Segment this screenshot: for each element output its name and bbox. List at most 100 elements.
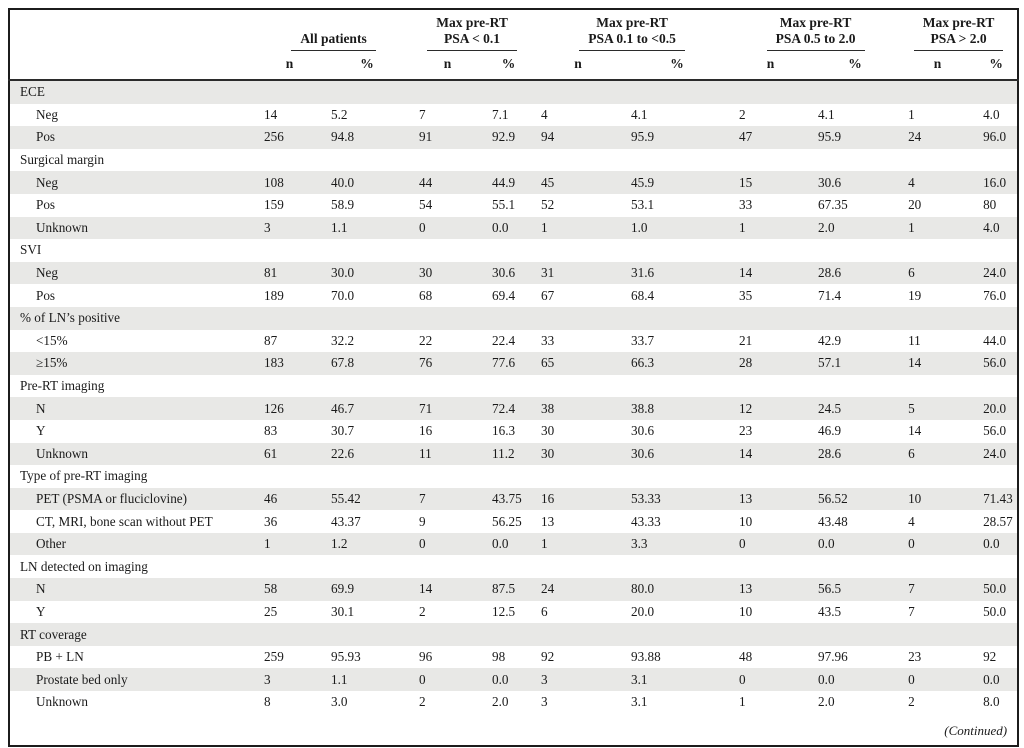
cell-value: 93.88	[631, 649, 661, 665]
cell-value: 69.4	[492, 287, 516, 303]
cell-value: 11	[908, 332, 921, 348]
cell-value: 14	[264, 106, 278, 122]
cell-value: 38	[533, 397, 624, 420]
cell-value: 1.1	[323, 216, 412, 240]
group-title-line: PSA < 0.1	[443, 31, 501, 46]
subcolumn-header-n: n	[533, 51, 624, 81]
cell-value: 108	[256, 171, 323, 194]
cell-value: 42.9	[818, 332, 842, 348]
cell-value: 16.0	[975, 171, 1019, 194]
subcolumn-header-pct: %	[623, 51, 732, 81]
cell-value: 55.1	[492, 197, 516, 213]
cell-value: 0.0	[810, 532, 901, 556]
cell-value: 76	[411, 352, 485, 375]
cell-value: 94.8	[323, 126, 412, 149]
row-label: PB + LN	[36, 649, 84, 665]
table-row: PB + LN 259 95.93 96 98 92 93.88 48 97.96 23 92	[9, 646, 1018, 669]
cell-value: 69.9	[323, 578, 412, 601]
cell-value: 43.5	[818, 603, 842, 619]
cell-value: 1	[908, 106, 915, 122]
cell-value: 14	[731, 442, 811, 466]
cell-value: 81	[256, 261, 323, 285]
cell-value: 50.0	[983, 603, 1007, 619]
cell-value: 30.6	[631, 423, 655, 439]
cell-value: 28	[731, 352, 811, 375]
cell-value: 44.9	[484, 171, 534, 194]
cell-value: 11	[411, 442, 485, 466]
cell-value: 46.7	[323, 397, 412, 420]
cell-value: 35	[739, 287, 753, 303]
cell-value: 3	[533, 668, 624, 692]
cell-value: 16	[419, 423, 433, 439]
group-title-line: Max pre-RT	[436, 15, 508, 30]
cell-value: 15	[731, 171, 811, 194]
cell-value: 4.0	[975, 216, 1019, 240]
cell-value: 16	[533, 487, 624, 511]
cell-value: 61	[256, 442, 323, 466]
cell-value: 8	[264, 694, 271, 710]
table-row: Pos 256 94.8 91 92.9 94 95.9 47 95.9 24 96.0	[9, 126, 1019, 149]
cell-value: 10	[739, 603, 753, 619]
cell-value: 126	[256, 397, 323, 420]
cell-value: 12.5	[492, 603, 516, 619]
section-label: Pre-RT imaging	[20, 378, 105, 394]
cell-value: 3.3	[623, 532, 732, 556]
row-label: N	[9, 397, 256, 420]
cell-value: 189	[264, 287, 284, 303]
cell-value: 0.0	[484, 668, 534, 692]
cell-value: 7	[411, 487, 485, 511]
cell-value: 53.1	[631, 197, 655, 213]
cell-value: 2	[419, 603, 426, 619]
group-title-line: Max pre-RT	[596, 15, 668, 30]
cell-value: 1	[731, 216, 811, 240]
cell-value: 0	[900, 668, 976, 692]
cell-value: 96.0	[975, 126, 1019, 149]
cell-value: 45.9	[623, 171, 732, 194]
cell-value: 71	[411, 397, 485, 420]
cell-value: 66.3	[623, 352, 732, 375]
cell-value: 2	[419, 694, 426, 710]
cell-value: 0	[411, 668, 485, 692]
cell-value: 71.43	[975, 487, 1019, 511]
cell-value: 2.0	[818, 694, 835, 710]
cell-value: 0.0	[484, 532, 534, 556]
cell-value: 98	[492, 649, 506, 665]
cell-value: 4.1	[818, 106, 835, 122]
section-label: ECE	[9, 80, 1019, 104]
cell-value: 55.42	[323, 487, 412, 511]
cell-value: 30.7	[331, 423, 355, 439]
subcolumn-header-pct: %	[810, 51, 901, 81]
subcolumn-header-n: n	[731, 51, 811, 81]
cell-value: 13	[731, 487, 811, 511]
row-label: Pos	[36, 287, 56, 303]
section-label: SVI	[20, 242, 42, 258]
row-label: CT, MRI, bone scan without PET	[36, 513, 213, 529]
cell-value: 159	[264, 197, 284, 213]
cell-value: 12	[731, 397, 811, 420]
row-label: N	[9, 578, 256, 601]
cell-value: 68	[419, 287, 433, 303]
cell-value: 30.6	[623, 442, 732, 466]
cell-value: 1.2	[323, 532, 412, 556]
row-label: Neg	[9, 261, 256, 285]
group-title-line: Max pre-RT	[922, 15, 995, 30]
cell-value: 10	[900, 487, 976, 511]
cell-value: 20	[908, 197, 922, 213]
cell-value: 43.48	[818, 513, 848, 529]
cell-value: 22	[419, 332, 433, 348]
table-row: Unknown 3 1.1 0 0.0 1 1.0 1 2.0 1 4.0	[9, 216, 1019, 240]
cell-value: 0	[900, 532, 976, 556]
continued-note: (Continued)	[944, 722, 1008, 738]
cell-value: 22.4	[492, 332, 516, 348]
cell-value: 0	[731, 668, 811, 692]
cell-value: 5.2	[331, 106, 348, 122]
cell-value: 24	[900, 126, 976, 149]
cell-value: 7.1	[492, 106, 509, 122]
patient-characteristics-table: All patients Max pre-RT PSA < 0.1 Max pre…	[8, 8, 1020, 747]
cell-value: 46.9	[818, 423, 842, 439]
cell-value: 25	[264, 603, 278, 619]
table-row: Unknown 61 22.6 11 11.2 30 30.6 14 28.6 6 24.0	[9, 442, 1019, 466]
subcolumn-header-pct: %	[484, 51, 534, 81]
cell-value: 24	[533, 578, 624, 601]
cell-value: 56.52	[810, 487, 901, 511]
